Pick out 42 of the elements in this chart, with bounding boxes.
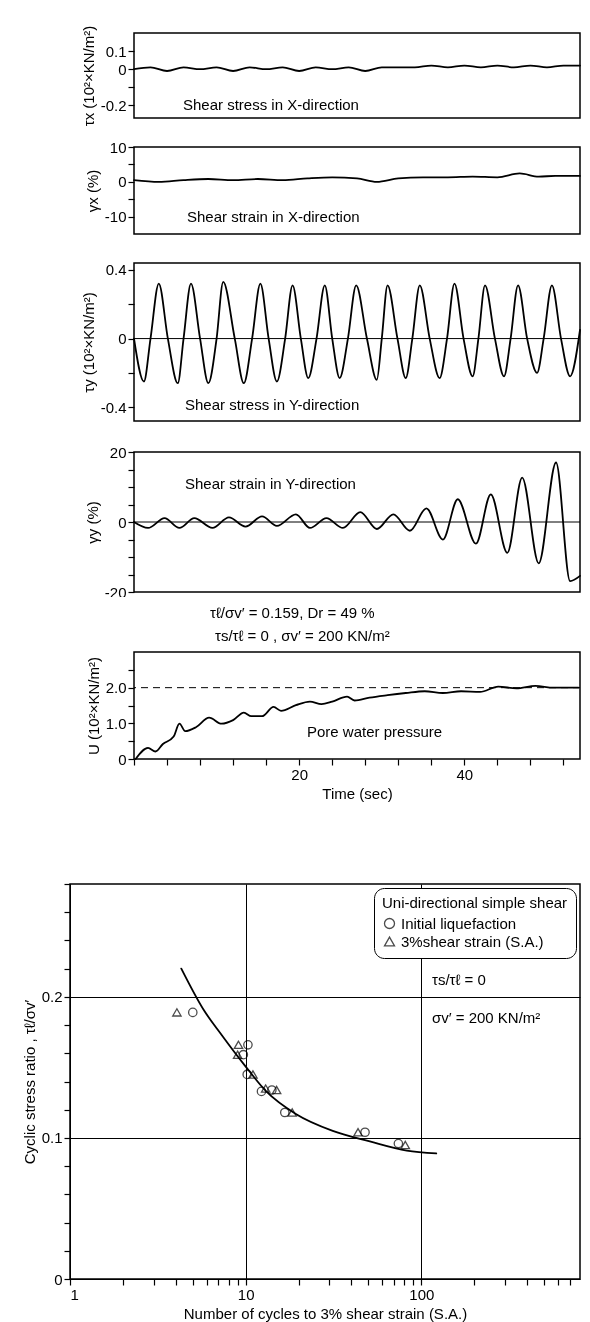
legend-label: 3%shear strain (S.A.): [401, 932, 544, 950]
annotation: Shear stress in Y-direction: [185, 396, 360, 413]
y-tick-label: 0: [118, 173, 127, 191]
x-tick-label: 1: [70, 1285, 79, 1303]
y-tick-label: -10: [104, 208, 127, 226]
annotation: Shear stress in X-direction: [183, 96, 359, 113]
annotation: Pore water pressure: [307, 723, 443, 740]
annotation: Shear strain in X-direction: [187, 208, 360, 225]
y-tick-label: 0.1: [105, 42, 127, 60]
y-axis-title: γy (%): [83, 501, 101, 544]
y-tick-label: 20: [109, 443, 127, 461]
legend-title: Uni-directional simple shear: [382, 894, 568, 911]
x-tick-label: 40: [456, 765, 474, 783]
y-axis-title: Cyclic stress ratio , τℓ/σv′: [20, 999, 38, 1165]
y-tick-label: 0.2: [41, 988, 63, 1006]
y-axis-title: τy (10²×KN/m²): [79, 292, 97, 393]
y-axis-title: U (10²×KN/m²): [84, 657, 102, 755]
text: τs/τℓ = 0 , σv′ = 200 KN/m²: [215, 627, 390, 644]
y-tick-label: 0: [118, 330, 127, 348]
y-tick-label: 10: [109, 138, 127, 156]
y-tick-label: 1.0: [105, 714, 127, 732]
y-tick-label: 0: [118, 60, 127, 78]
y-axis-title: τx (10²×KN/m²): [79, 25, 97, 127]
y-tick-label: 0.4: [105, 261, 127, 279]
x-tick-label: 100: [409, 1285, 435, 1303]
x-axis-title: Number of cycles to 3% shear strain (S.A.): [183, 1304, 468, 1322]
annotation: τs/τℓ = 0: [432, 971, 486, 988]
annotation: Shear strain in Y-direction: [185, 475, 356, 492]
legend-label: Initial liquefaction: [401, 914, 517, 932]
y-tick-label: 0: [118, 513, 127, 531]
y-axis-title: γx (%): [83, 169, 101, 213]
y-tick-label: 0.1: [41, 1129, 63, 1147]
y-tick-label: 2.0: [105, 679, 127, 697]
y-tick-label: 0: [118, 750, 127, 768]
text: τℓ/σv′ = 0.159, Dr = 49 %: [210, 604, 375, 621]
y-tick-label: 0: [54, 1270, 63, 1288]
y-tick-label: -0.4: [100, 398, 127, 416]
x-tick-label: 10: [237, 1285, 255, 1303]
annotation: σv′ = 200 KN/m²: [432, 1009, 541, 1026]
y-tick-label: -20: [104, 583, 127, 601]
y-tick-label: -0.2: [100, 96, 127, 114]
x-axis-title: Time (sec): [322, 784, 393, 802]
